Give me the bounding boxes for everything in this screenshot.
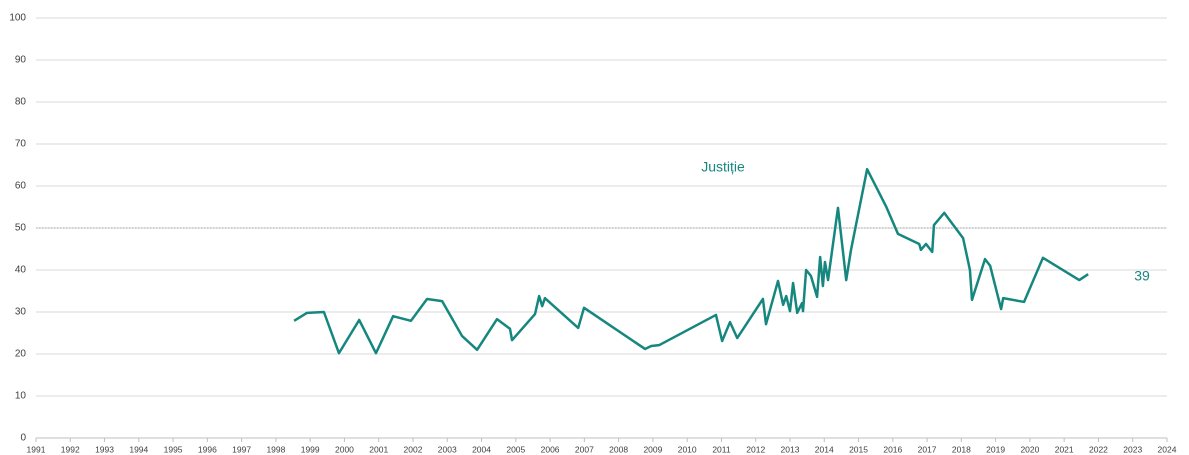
x-tick-label: 1997 — [232, 444, 251, 454]
x-tick-label: 2014 — [815, 444, 834, 454]
y-tick-label: 70 — [15, 139, 27, 150]
y-tick-label: 90 — [15, 55, 27, 66]
x-tick-label: 2007 — [575, 444, 594, 454]
x-tick-label: 1999 — [301, 444, 320, 454]
y-tick-label: 10 — [15, 391, 27, 402]
y-tick-label: 100 — [9, 13, 26, 24]
x-tick-label: 1995 — [164, 444, 183, 454]
x-tick-label: 2021 — [1055, 444, 1074, 454]
x-tick-label: 2006 — [541, 444, 560, 454]
x-tick-label: 1994 — [129, 444, 148, 454]
x-tick-label: 2016 — [883, 444, 902, 454]
data-line — [293, 167, 1089, 355]
y-tick-label: 0 — [20, 433, 26, 444]
x-tick-label: 2019 — [986, 444, 1005, 454]
x-tick-label: 2005 — [506, 444, 525, 454]
x-tick-label: 2017 — [918, 444, 937, 454]
x-tick-label: 2013 — [781, 444, 800, 454]
x-tick-label: 1993 — [95, 444, 114, 454]
y-tick-label: 50 — [15, 223, 27, 234]
series-label: Justiție — [701, 159, 745, 175]
x-tick-label: 2003 — [438, 444, 457, 454]
x-tick-label: 1992 — [61, 444, 80, 454]
x-tick-label: 2012 — [746, 444, 765, 454]
x-tick-label: 1998 — [266, 444, 285, 454]
x-tick-label: 2018 — [952, 444, 971, 454]
x-tick-label: 2024 — [1158, 444, 1177, 454]
x-tick-label: 2023 — [1123, 444, 1142, 454]
x-tick-label: 2009 — [643, 444, 662, 454]
y-tick-label: 20 — [15, 349, 27, 360]
x-tick-label: 2011 — [712, 444, 731, 454]
x-tick-label: 2004 — [472, 444, 491, 454]
x-tick-label: 1996 — [198, 444, 217, 454]
y-tick-label: 40 — [15, 265, 27, 276]
x-tick-label: 2022 — [1089, 444, 1108, 454]
x-tick-label: 2000 — [335, 444, 354, 454]
x-tick-label: 2001 — [369, 444, 388, 454]
x-tick-label: 1991 — [27, 444, 46, 454]
end-value-label: 39 — [1134, 268, 1150, 284]
x-tick-label: 2020 — [1020, 444, 1039, 454]
y-tick-label: 60 — [15, 181, 27, 192]
y-tick-label: 30 — [15, 307, 27, 318]
x-tick-label: 2002 — [404, 444, 423, 454]
y-tick-label: 80 — [15, 97, 27, 108]
x-tick-label: 2010 — [678, 444, 697, 454]
x-tick-label: 2015 — [849, 444, 868, 454]
x-tick-label: 2008 — [609, 444, 628, 454]
